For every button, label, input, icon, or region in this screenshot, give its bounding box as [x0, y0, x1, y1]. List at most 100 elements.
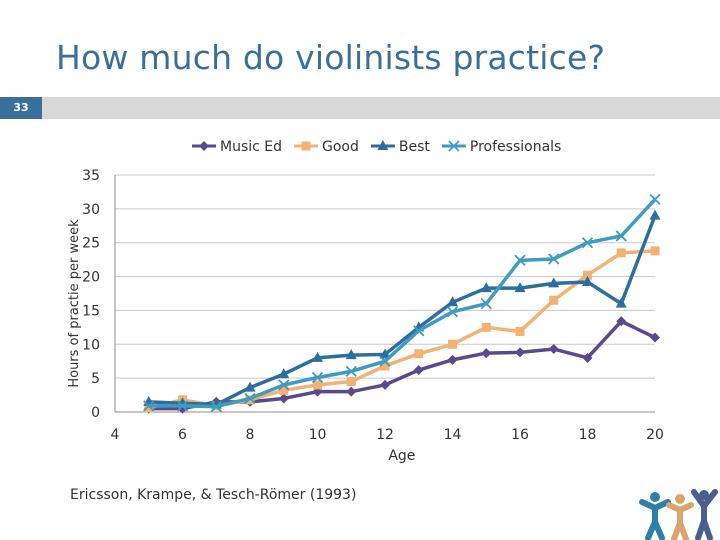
- data-point: [380, 379, 390, 390]
- data-point: [448, 140, 460, 152]
- data-point: [548, 344, 559, 355]
- y-tick-label: 25: [82, 236, 100, 252]
- data-point-stroke: [649, 193, 661, 206]
- data-point: [616, 248, 626, 258]
- x-tick-label: 12: [376, 427, 394, 443]
- legend-item: Music Ed: [192, 139, 282, 155]
- data-point-stroke: [581, 237, 594, 249]
- data-point: [481, 348, 492, 359]
- data-point: [480, 298, 492, 310]
- data-point: [650, 332, 660, 343]
- x-tick-label: 16: [511, 427, 529, 443]
- data-point-stroke: [548, 253, 560, 265]
- data-point-stroke: [413, 325, 425, 337]
- data-point-stroke: [446, 306, 459, 318]
- slide-title: How much do violinists practice?: [56, 38, 606, 77]
- x-tick-label: 6: [178, 427, 187, 443]
- data-point: [279, 385, 289, 395]
- x-tick-label: 14: [444, 427, 462, 443]
- data-point: [548, 253, 560, 265]
- data-point: [345, 365, 357, 378]
- data-point: [413, 325, 425, 337]
- data-point: [346, 377, 356, 387]
- data-point: [312, 351, 323, 362]
- series-best: [143, 209, 661, 409]
- y-axis-label: Hours of practie per week: [67, 219, 82, 388]
- data-point-stroke: [514, 254, 526, 266]
- line-chart: 0 5 10 15 20 25 30 35 4 6 8 10 12 14 16 18 20 Age Hours of…: [67, 139, 664, 464]
- legend-label: Professionals: [470, 139, 561, 155]
- x-tick-label: 10: [309, 427, 327, 443]
- y-tick-label: 20: [82, 270, 100, 286]
- y-tick-label: 10: [82, 337, 100, 353]
- data-point: [447, 296, 458, 307]
- data-point: [144, 403, 154, 413]
- data-point: [582, 275, 593, 286]
- x-axis-label: Age: [388, 448, 415, 464]
- data-point: [210, 400, 222, 413]
- data-point: [581, 237, 594, 249]
- slide-number: 33: [0, 97, 42, 119]
- data-point: [377, 140, 389, 150]
- legend-item: Professionals: [441, 139, 561, 155]
- data-point-stroke: [345, 365, 357, 378]
- data-point-stroke: [480, 298, 492, 310]
- citation: Ericsson, Krampe, & Tesch-Römer (1993): [70, 487, 357, 503]
- data-point: [615, 297, 627, 308]
- series-good: [144, 246, 660, 413]
- data-point: [278, 379, 290, 391]
- data-point: [346, 386, 357, 397]
- data-point: [278, 368, 290, 379]
- x-tick-label: 4: [111, 427, 120, 443]
- data-point: [446, 306, 459, 318]
- data-point-stroke: [176, 400, 189, 412]
- x-tick-label: 20: [646, 427, 664, 443]
- data-point: [616, 316, 627, 327]
- data-point: [582, 352, 593, 363]
- data-point: [345, 349, 357, 360]
- data-point: [515, 326, 525, 336]
- data-point: [650, 246, 660, 256]
- series-line: [148, 198, 657, 409]
- series-line: [148, 215, 657, 407]
- data-point-stroke: [244, 392, 256, 405]
- data-point: [515, 347, 525, 358]
- data-point-stroke: [379, 355, 391, 367]
- x-tick-label: 18: [579, 427, 597, 443]
- data-point: [481, 322, 491, 332]
- people-logo-icon: [639, 489, 718, 540]
- data-point: [514, 254, 526, 266]
- data-point: [379, 355, 391, 367]
- data-point-stroke: [615, 230, 627, 242]
- y-tick-label: 35: [82, 168, 100, 184]
- data-point-stroke: [311, 371, 324, 384]
- slide-header-bar: [0, 97, 720, 119]
- data-point: [414, 349, 424, 359]
- data-point: [244, 392, 256, 405]
- legend-label: Best: [399, 139, 431, 155]
- data-point: [199, 141, 209, 151]
- data-point-stroke: [448, 140, 460, 152]
- data-point: [380, 361, 390, 371]
- series-professionals: [143, 193, 661, 413]
- series-line: [148, 249, 656, 410]
- data-point: [583, 270, 592, 280]
- series-music-ed: [143, 316, 660, 414]
- data-point: [311, 371, 324, 384]
- data-point: [549, 295, 559, 305]
- data-point: [413, 365, 424, 376]
- data-point: [447, 354, 458, 365]
- data-point: [301, 141, 311, 151]
- series-line: [148, 319, 656, 411]
- y-tick-label: 15: [82, 303, 100, 319]
- legend-item: Best: [370, 139, 431, 155]
- data-point: [615, 230, 627, 242]
- legend-label: Good: [322, 139, 359, 155]
- data-point: [514, 282, 526, 293]
- data-point: [649, 209, 661, 220]
- x-tick-label: 8: [246, 427, 255, 443]
- data-point: [480, 282, 492, 293]
- legend-label: Music Ed: [220, 139, 282, 155]
- y-tick-label: 30: [82, 202, 100, 218]
- data-point: [278, 393, 289, 404]
